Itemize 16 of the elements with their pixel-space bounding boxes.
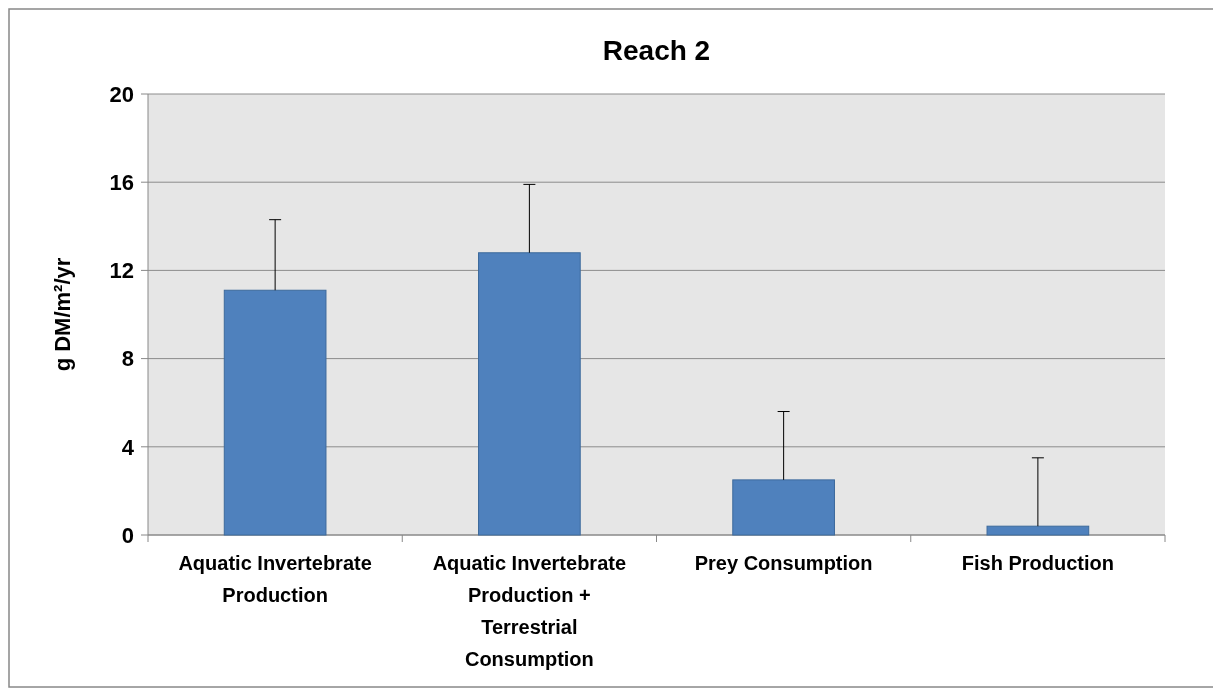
y-tick-label: 12: [109, 258, 134, 284]
y-tick-label: 0: [121, 522, 134, 548]
x-tick-label: Prey Consumption: [694, 552, 873, 574]
x-tick-label: Fish Production: [961, 552, 1114, 574]
bar: [223, 289, 327, 536]
y-tick-label: 20: [109, 81, 134, 107]
x-tick-label: Aquatic Invertebrate Production: [178, 552, 372, 606]
bar: [478, 252, 581, 536]
x-tick-label: Aquatic Invertebrate Production + Terrestrial Consumption: [432, 552, 627, 670]
bar: [986, 525, 1090, 536]
y-tick-label: 16: [109, 169, 134, 195]
chart-title: Reach 2: [602, 35, 711, 66]
y-tick-label: 8: [121, 346, 134, 372]
y-tick-label: 4: [121, 434, 135, 460]
bar: [732, 479, 835, 536]
y-axis-title: g DM/m²/yr: [50, 257, 75, 372]
